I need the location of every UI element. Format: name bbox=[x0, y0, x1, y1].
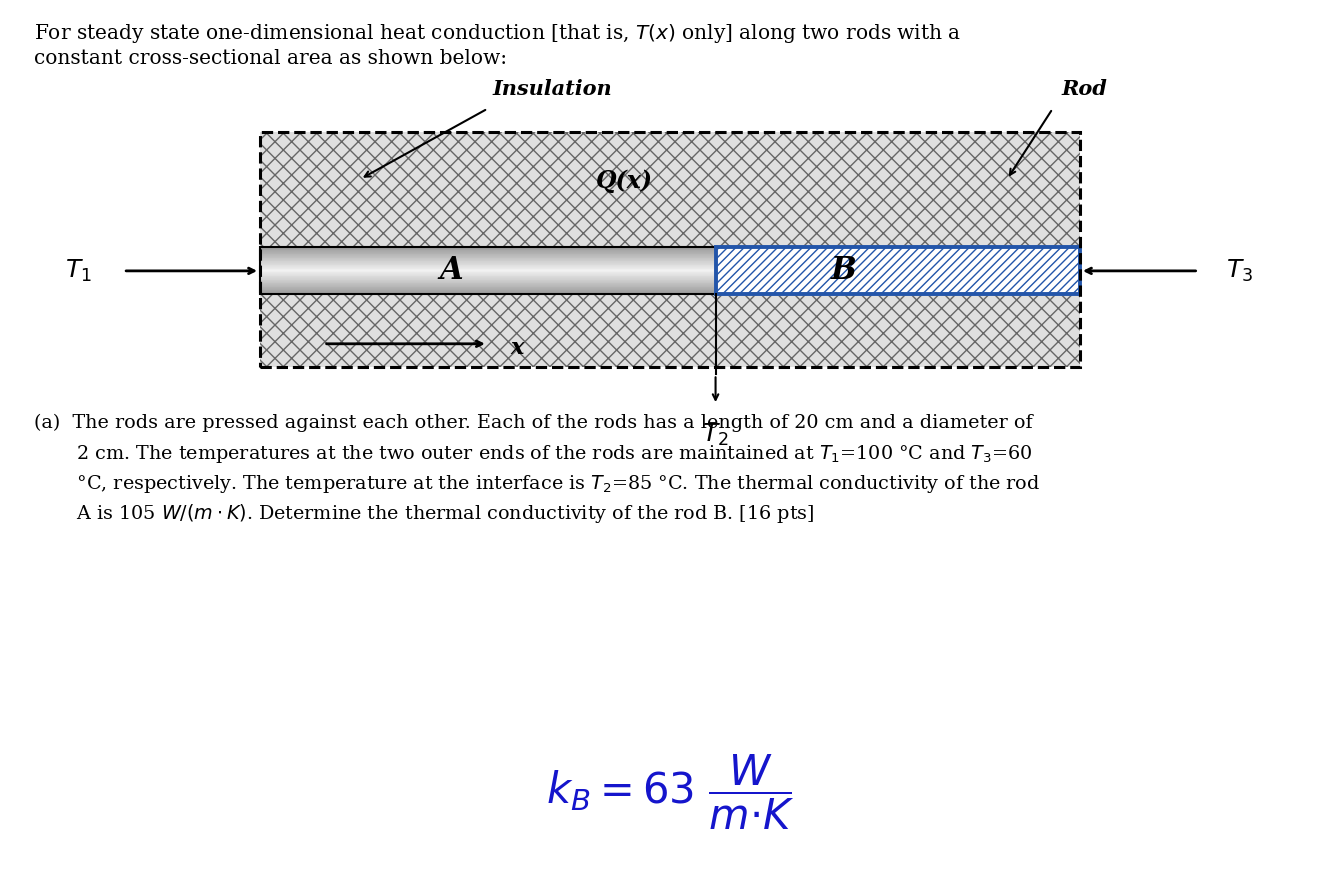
Bar bbox=[716, 247, 1080, 295]
Text: constant cross-sectional area as shown below:: constant cross-sectional area as shown b… bbox=[34, 49, 507, 68]
Text: For steady state one-dimensional heat conduction [that is, $T(x)$ only] along tw: For steady state one-dimensional heat co… bbox=[34, 22, 961, 45]
Bar bbox=[260, 132, 1080, 247]
Text: x: x bbox=[511, 336, 524, 359]
Text: $T_1$: $T_1$ bbox=[64, 258, 91, 284]
Text: Q(x): Q(x) bbox=[596, 169, 653, 193]
Bar bbox=[260, 247, 716, 295]
Text: °C, respectively. The temperature at the interface is $T_2$=85 °C. The thermal c: °C, respectively. The temperature at the… bbox=[34, 473, 1040, 495]
Text: A is 105 $W/(m \cdot K)$. Determine the thermal conductivity of the rod B. [16 p: A is 105 $W/(m \cdot K)$. Determine the … bbox=[34, 502, 813, 525]
Bar bbox=[260, 295, 1080, 368]
Text: Rod: Rod bbox=[1061, 79, 1108, 99]
Text: $T_3$: $T_3$ bbox=[1226, 258, 1253, 284]
Text: A: A bbox=[440, 255, 464, 287]
Text: Insulation: Insulation bbox=[492, 79, 612, 99]
Text: (a)  The rods are pressed against each other. Each of the rods has a length of 2: (a) The rods are pressed against each ot… bbox=[34, 414, 1032, 433]
Bar bbox=[260, 295, 1080, 368]
Bar bbox=[260, 132, 1080, 368]
Text: $T_2$: $T_2$ bbox=[702, 421, 729, 448]
Text: 2 cm. The temperatures at the two outer ends of the rods are maintained at $T_1$: 2 cm. The temperatures at the two outer … bbox=[34, 443, 1032, 465]
Text: $k_B = 63\ \dfrac{W}{m{\cdot}K}$: $k_B = 63\ \dfrac{W}{m{\cdot}K}$ bbox=[545, 753, 795, 831]
Bar bbox=[260, 132, 1080, 247]
Text: B: B bbox=[831, 255, 856, 287]
